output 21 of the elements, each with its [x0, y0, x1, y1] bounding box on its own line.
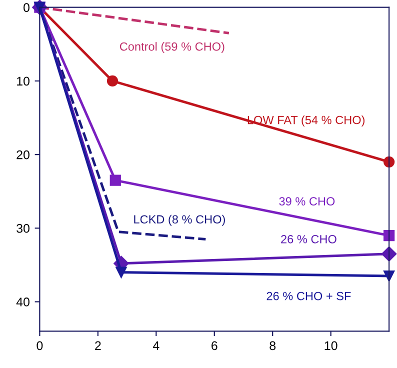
x-tick-label: 2: [95, 341, 101, 350]
x-tick-label: 0: [36, 341, 43, 350]
y-tick-label: 40: [16, 298, 30, 306]
series-label: Control (59 % CHO): [120, 42, 224, 54]
point: [110, 174, 121, 186]
y-tick-label: 20: [16, 150, 30, 160]
x-tick-label: 8: [270, 341, 276, 350]
series-label: 26 % CHO: [281, 234, 336, 244]
point: [384, 156, 395, 168]
series-label: 39 % CHO: [279, 197, 335, 206]
y-tick-label: 30: [16, 224, 30, 233]
x-tick-label: 10: [324, 341, 338, 350]
series-label: 26 % CHO + SF: [266, 292, 351, 300]
x-tick-label: 6: [212, 341, 218, 350]
y-tick-label: 10: [17, 76, 30, 86]
point: [384, 230, 395, 242]
x-tick-label: 4: [152, 341, 160, 350]
y-tick-label: 0: [24, 3, 30, 12]
series-label: LCKD (8 % CHO): [134, 214, 225, 226]
point: [106, 75, 118, 87]
point: [116, 266, 127, 278]
